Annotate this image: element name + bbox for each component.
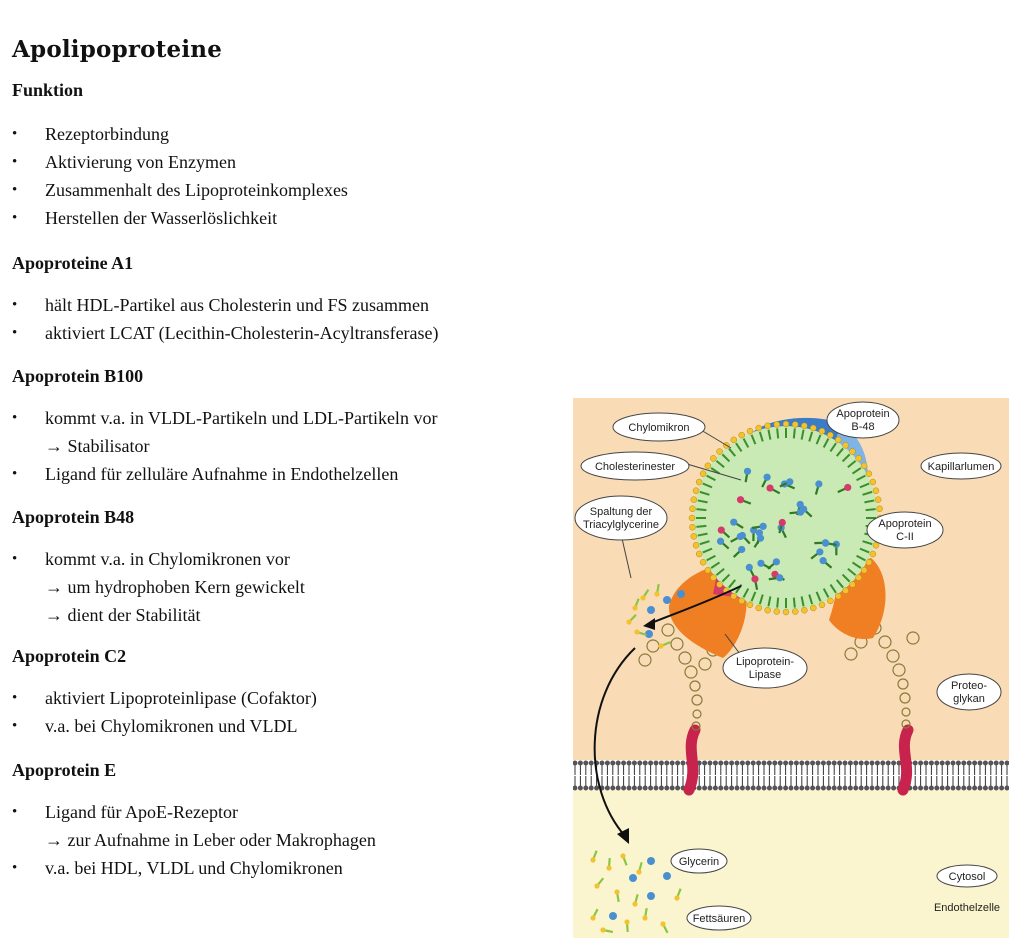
list-item: v.a. bei Chylomikronen und VLDL — [12, 712, 317, 740]
section-heading: Apoprotein E — [12, 760, 117, 780]
bullet-list: Ligand für ApoE-Rezeptor → zur Aufnahme i… — [12, 798, 376, 882]
arrow-head-cell — [617, 828, 629, 844]
svg-text:Fettsäuren: Fettsäuren — [693, 913, 746, 925]
svg-text:Apoprotein: Apoprotein — [878, 518, 931, 530]
list-item: aktiviert LCAT (Lecithin-Cholesterin-Acy… — [12, 319, 439, 347]
svg-text:Kapillarlumen: Kapillarlumen — [928, 461, 995, 473]
svg-text:C-II: C-II — [896, 531, 914, 543]
section-heading: Apoproteine A1 — [12, 253, 134, 273]
list-item-text: kommt v.a. in VLDL-Partikeln und LDL-Par… — [45, 408, 438, 428]
list-item-text: Herstellen der Wasserlöslichkeit — [45, 208, 278, 228]
section-heading: Apoprotein B100 — [12, 366, 144, 386]
list-item: Aktivierung von Enzymen — [12, 148, 348, 176]
list-item-text: Ligand für ApoE-Rezeptor — [45, 802, 238, 822]
svg-text:glykan: glykan — [953, 693, 985, 705]
list-item: v.a. bei HDL, VLDL und Chylomikronen — [12, 854, 376, 882]
callout-proteoglykan: Proteo- glykan — [936, 673, 1002, 711]
callout-fettsaeuren: Fettsäuren — [686, 905, 752, 931]
list-item: kommt v.a. in VLDL-Partikeln und LDL-Par… — [12, 404, 437, 460]
cell-membrane — [573, 760, 1009, 791]
section-heading: Funktion — [12, 80, 84, 100]
section-heading: Apoprotein B48 — [12, 507, 135, 527]
list-item: hält HDL-Partikel aus Cholesterin und FS… — [12, 291, 439, 319]
list-item: Zusammenhalt des Lipoproteinkomplexes — [12, 176, 348, 204]
list-item-text: v.a. bei HDL, VLDL und Chylomikronen — [45, 858, 343, 878]
arrow-head-products — [643, 618, 655, 630]
callout-cytosol: Cytosol — [936, 864, 998, 888]
membrane-anchor-right — [897, 724, 914, 796]
svg-text:Chylomikron: Chylomikron — [628, 422, 689, 434]
bullet-list: aktiviert Lipoproteinlipase (Cofaktor) v.… — [12, 684, 317, 740]
list-item: aktiviert Lipoproteinlipase (Cofaktor) — [12, 684, 317, 712]
svg-text:Cholesterinester: Cholesterinester — [595, 461, 675, 473]
list-item-text: Aktivierung von Enzymen — [45, 152, 236, 172]
released-products-lumen — [626, 583, 685, 649]
svg-text:Proteo-: Proteo- — [951, 680, 987, 692]
callout-lipoprotein-lipase: Lipoprotein- Lipase — [722, 633, 808, 689]
list-item-text: v.a. bei Chylomikronen und VLDL — [45, 716, 298, 736]
svg-text:Lipoprotein-: Lipoprotein- — [736, 656, 794, 668]
document-title: Apolipoproteine — [12, 36, 223, 63]
membrane-anchor-left — [683, 724, 701, 796]
arrow-into-cell — [593, 647, 636, 837]
callout-glycerin: Glycerin — [670, 848, 728, 874]
svg-text:Lipase: Lipase — [749, 669, 781, 681]
list-item-text: Zusammenhalt des Lipoproteinkomplexes — [45, 180, 348, 200]
list-item-subline: → dient der Stabilität — [45, 605, 201, 625]
svg-text:Apoprotein: Apoprotein — [836, 408, 889, 420]
section-heading: Apoprotein C2 — [12, 646, 127, 666]
list-item: Ligand für ApoE-Rezeptor → zur Aufnahme i… — [12, 798, 376, 854]
label-endothelzelle: Endothelzelle — [934, 902, 1000, 914]
callout-cholesterinester: Cholesterinester — [580, 451, 742, 481]
cytosol-area — [573, 790, 1009, 938]
callout-spaltung: Spaltung der Triacylglycerine — [574, 495, 668, 579]
figure-svg: Chylomikron Apoprotein B-48 Cholesterine… — [573, 398, 1009, 938]
svg-text:B-48: B-48 — [851, 421, 874, 433]
lipoprotein-lipase-figure: Chylomikron Apoprotein B-48 Cholesterine… — [573, 398, 1009, 938]
list-item-text: aktiviert LCAT (Lecithin-Cholesterin-Acy… — [45, 323, 439, 343]
products-cytosol — [590, 850, 682, 934]
bullet-list: kommt v.a. in Chylomikronen vor → um hydr… — [12, 545, 305, 629]
bullet-list: Rezeptorbindung Aktivierung von Enzymen Zu… — [12, 120, 348, 232]
svg-text:Cytosol: Cytosol — [949, 871, 986, 883]
list-item-text: hält HDL-Partikel aus Cholesterin und FS… — [45, 295, 429, 315]
callout-chylomikron: Chylomikron — [612, 412, 732, 449]
list-item: Herstellen der Wasserlöslichkeit — [12, 204, 348, 232]
bullet-list: hält HDL-Partikel aus Cholesterin und FS… — [12, 291, 439, 347]
list-item: Ligand für zelluläre Aufnahme in Endothe… — [12, 460, 437, 488]
callout-apoprotein-b48: Apoprotein B-48 — [826, 401, 900, 439]
chylomicron-particle — [688, 420, 884, 616]
arrow-to-products — [648, 585, 742, 625]
callout-apoprotein-c2: Apoprotein C-II — [866, 511, 944, 549]
list-item: Rezeptorbindung — [12, 120, 348, 148]
list-item: kommt v.a. in Chylomikronen vor → um hydr… — [12, 545, 305, 629]
list-item-subline: → zur Aufnahme in Leber oder Makrophagen — [45, 830, 376, 850]
callout-kapillarlumen: Kapillarlumen — [920, 452, 1002, 480]
list-item-text: aktiviert Lipoproteinlipase (Cofaktor) — [45, 688, 317, 708]
svg-text:Glycerin: Glycerin — [679, 856, 719, 868]
bullet-list: kommt v.a. in VLDL-Partikeln und LDL-Par… — [12, 404, 437, 488]
list-item-text: kommt v.a. in Chylomikronen vor — [45, 549, 290, 569]
svg-text:Triacylglycerine: Triacylglycerine — [583, 519, 659, 531]
list-item-subline: → um hydrophoben Kern gewickelt — [45, 577, 305, 597]
proteoglycan-chain-right — [844, 621, 920, 729]
list-item-text: Rezeptorbindung — [45, 124, 169, 144]
svg-text:Spaltung der: Spaltung der — [590, 506, 653, 518]
list-item-text: Ligand für zelluläre Aufnahme in Endothe… — [45, 464, 399, 484]
list-item-subline: → Stabilisator — [45, 436, 150, 456]
